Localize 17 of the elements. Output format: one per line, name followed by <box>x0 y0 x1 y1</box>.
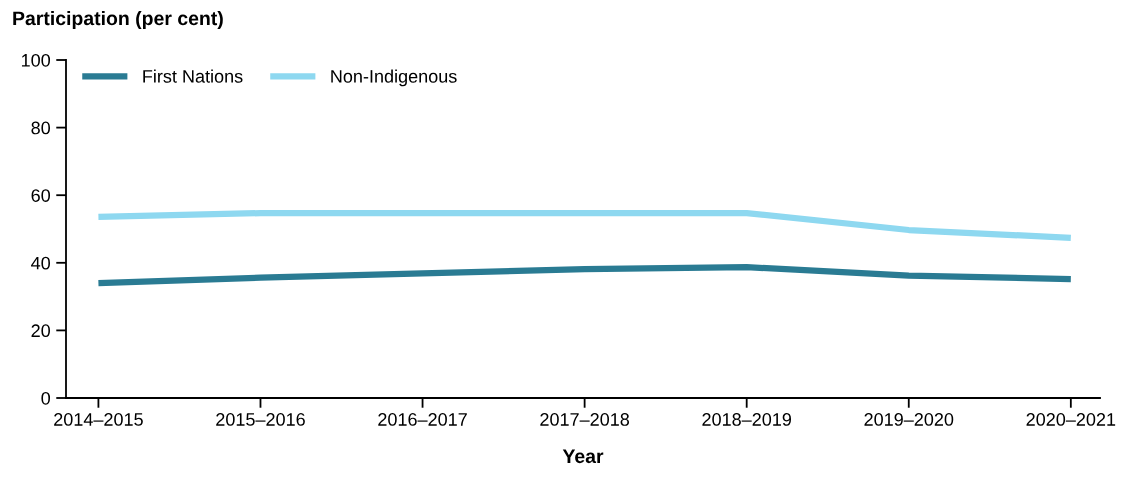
legend-label: Non-Indigenous <box>331 69 457 87</box>
y-axis-title: Participation (per cent) <box>13 10 223 30</box>
x-tick-label: 2019–2020 <box>864 413 954 426</box>
x-tick-label: 2018–2019 <box>702 413 792 426</box>
y-tick-label: 40 <box>31 256 51 270</box>
x-tick-label: 2020–2021 <box>1026 413 1116 426</box>
x-tick-label: 2014–2015 <box>54 413 143 426</box>
y-tick-label: 0 <box>41 391 51 405</box>
y-tick-label: 60 <box>31 189 51 202</box>
legend-label: First Nations <box>143 69 243 83</box>
x-axis-title: Year <box>562 449 604 464</box>
x-tick-label: 2015–2016 <box>216 413 305 426</box>
y-tick-label: 80 <box>31 121 51 135</box>
y-tick-label: 20 <box>31 324 51 338</box>
x-tick-label: 2017–2018 <box>540 413 630 426</box>
y-tick-label: 100 <box>21 53 51 67</box>
x-tick-label: 2016–2017 <box>378 413 467 426</box>
